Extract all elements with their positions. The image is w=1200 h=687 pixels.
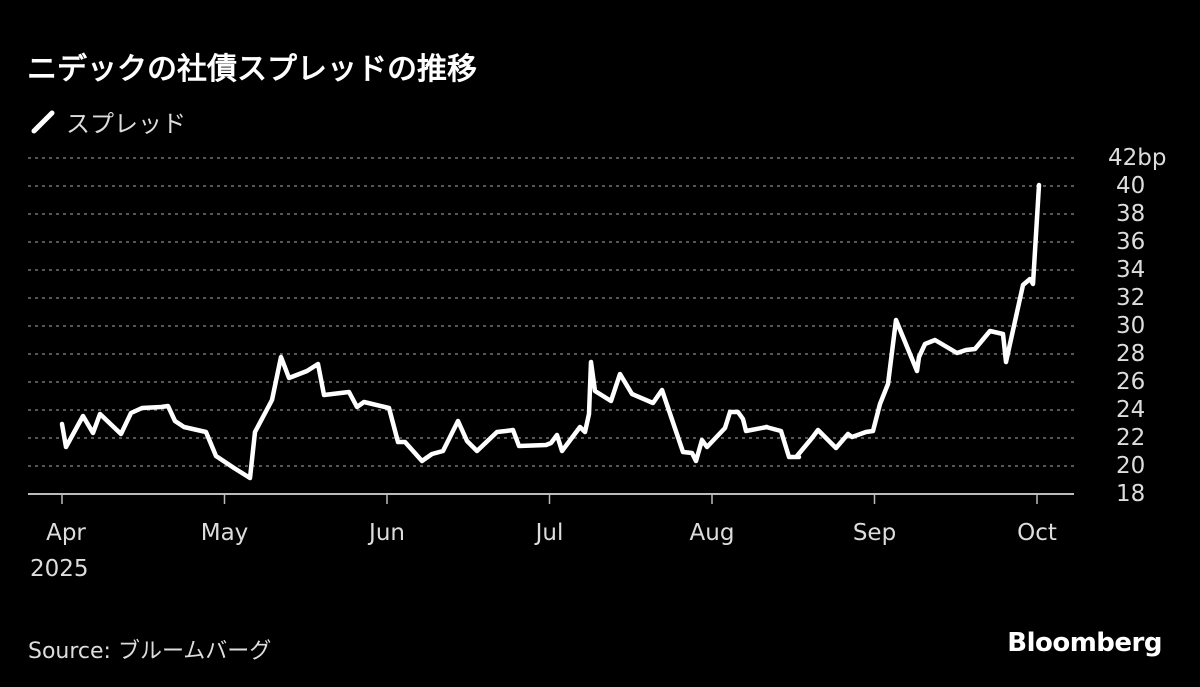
y-tick-label: 40 [1116, 173, 1146, 199]
y-tick-label: 42bp [1108, 145, 1167, 171]
bloomberg-logo: Bloomberg [1007, 628, 1162, 658]
y-tick-label: 28 [1116, 341, 1146, 367]
x-tick-label: Sep [852, 520, 897, 546]
x-tick-label: Oct [1017, 520, 1057, 546]
y-tick-label: 38 [1116, 201, 1146, 227]
y-tick-label: 22 [1116, 425, 1146, 451]
x-tick-label: Jun [369, 520, 405, 546]
source-note: Source: ブルームバーグ [28, 639, 272, 664]
y-tick-label: 20 [1116, 453, 1146, 479]
x-tick-label: May [200, 520, 249, 546]
spread-series-line [59, 182, 1042, 481]
y-tick-label: 30 [1116, 313, 1146, 339]
y-tick-label: 34 [1116, 257, 1146, 283]
legend: スプレッド [30, 104, 186, 139]
chart-title: ニデックの社債スプレッドの推移 [27, 52, 477, 87]
x-tick-label: Jul [535, 520, 564, 546]
y-tick-label: 18 [1116, 481, 1146, 507]
y-tick-label: 36 [1116, 229, 1146, 255]
y-tick-label: 32 [1116, 285, 1146, 311]
line-swatch-icon [31, 110, 55, 133]
x-tick-label: Aug [689, 520, 735, 546]
y-tick-label: 24 [1116, 397, 1146, 423]
legend-label: スプレッド [66, 110, 186, 138]
y-tick-label: 26 [1116, 369, 1146, 395]
x-tick-label: Apr [46, 520, 86, 546]
x-axis-year: 2025 [30, 556, 89, 582]
